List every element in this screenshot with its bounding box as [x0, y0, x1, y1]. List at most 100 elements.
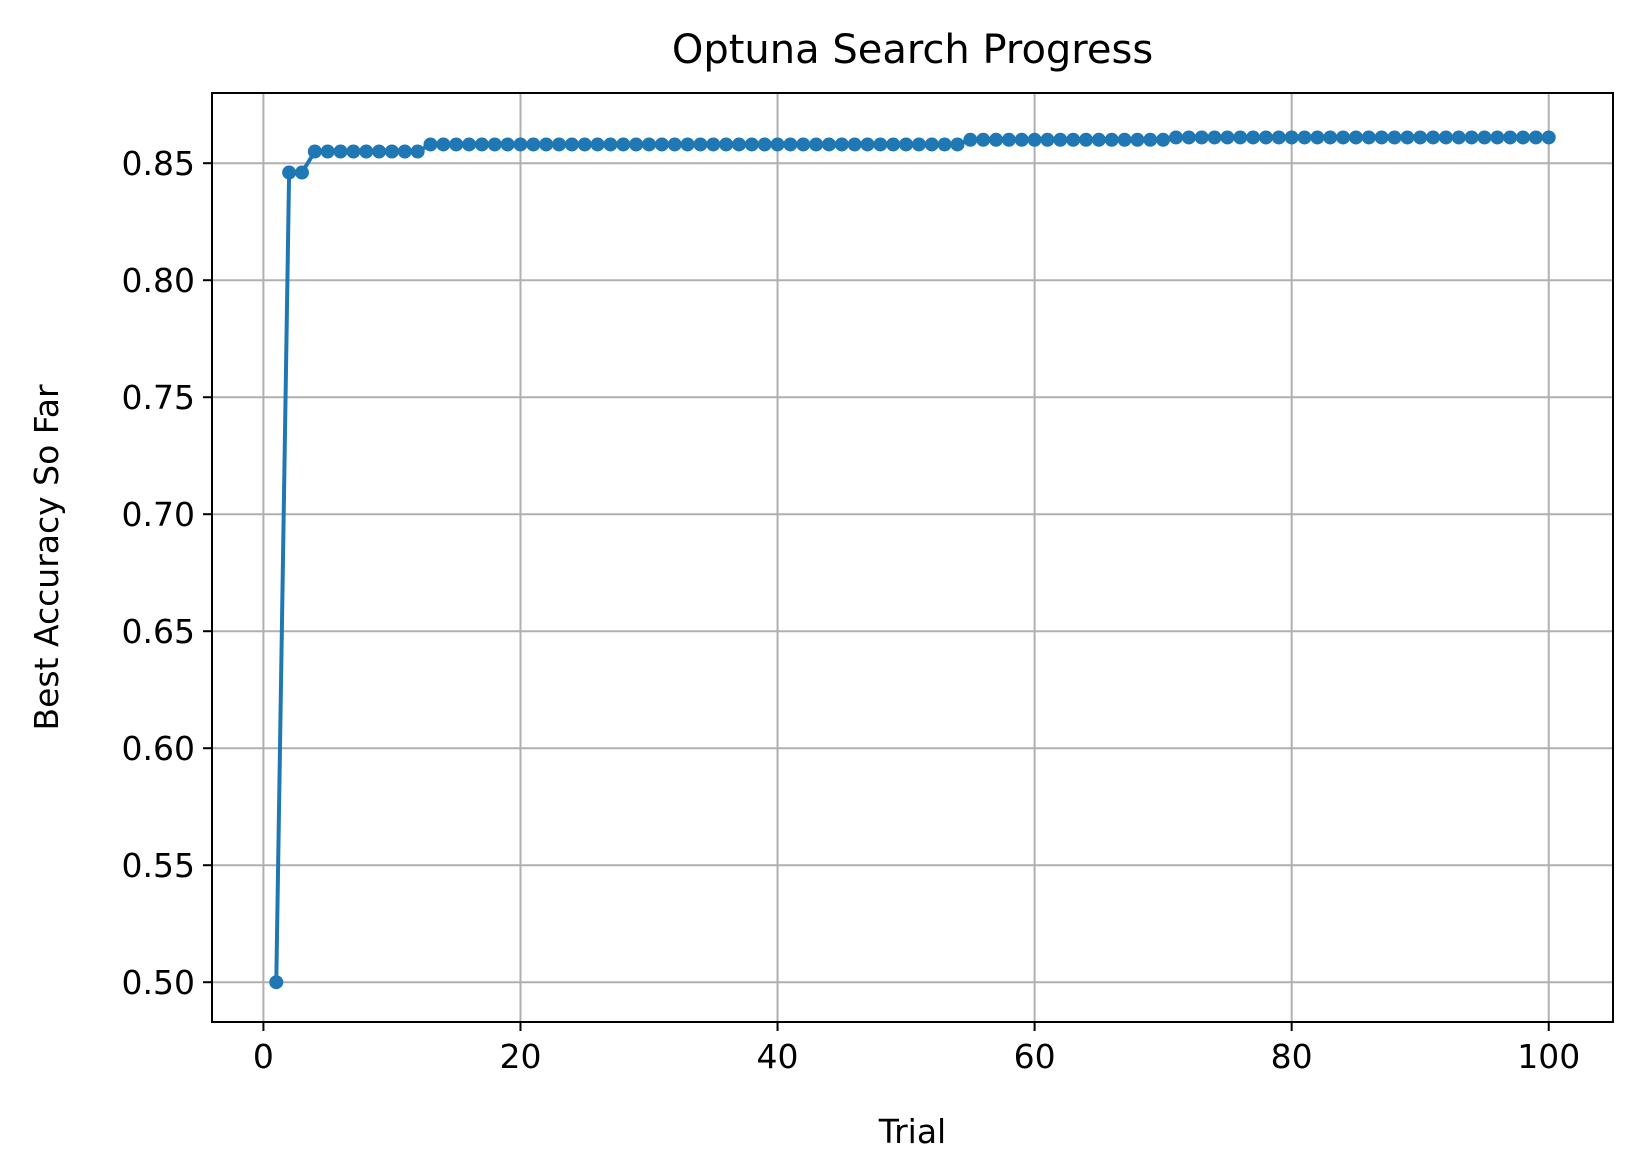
data-point: [1323, 130, 1338, 145]
data-point: [1528, 130, 1543, 145]
data-point: [899, 137, 914, 152]
data-point: [629, 137, 644, 152]
data-point: [667, 137, 682, 152]
data-point: [282, 165, 297, 180]
data-point: [680, 137, 695, 152]
data-point: [372, 144, 387, 159]
data-point: [1079, 132, 1094, 147]
data-point: [706, 137, 721, 152]
data-point: [1400, 130, 1415, 145]
y-tick-label: 0.65: [122, 612, 195, 651]
data-point: [359, 144, 374, 159]
data-point: [642, 137, 657, 152]
x-axis-label: Trial: [878, 1112, 946, 1151]
data-point: [809, 137, 824, 152]
data-point: [1284, 130, 1299, 145]
data-point: [911, 137, 926, 152]
data-point: [1053, 132, 1068, 147]
data-point: [616, 137, 631, 152]
y-tick-label: 0.50: [122, 963, 195, 1002]
data-point: [397, 144, 412, 159]
data-point: [1516, 130, 1531, 145]
y-tick-label: 0.55: [122, 846, 195, 885]
data-point: [1104, 132, 1119, 147]
data-point: [564, 137, 579, 152]
y-tick-label: 0.70: [122, 495, 195, 534]
data-point: [1156, 132, 1171, 147]
data-point: [1477, 130, 1492, 145]
data-point: [410, 144, 425, 159]
data-point: [770, 137, 785, 152]
chart-title: Optuna Search Progress: [672, 27, 1153, 73]
y-tick-label: 0.75: [122, 378, 195, 417]
data-point: [744, 137, 759, 152]
data-point: [1040, 132, 1055, 147]
data-point: [1310, 130, 1325, 145]
data-point: [1361, 130, 1376, 145]
data-point: [963, 132, 978, 147]
x-tick-label: 80: [1271, 1037, 1313, 1076]
data-point: [1130, 132, 1145, 147]
data-point: [1233, 130, 1248, 145]
data-point: [1336, 130, 1351, 145]
data-point: [950, 137, 965, 152]
data-point: [654, 137, 669, 152]
data-point: [320, 144, 335, 159]
data-point: [1464, 130, 1479, 145]
data-point: [1194, 130, 1209, 145]
data-point: [1027, 132, 1042, 147]
data-point: [1181, 130, 1196, 145]
data-point: [526, 137, 541, 152]
data-point: [1246, 130, 1261, 145]
data-point: [937, 137, 952, 152]
data-point: [1426, 130, 1441, 145]
data-point: [603, 137, 618, 152]
data-point: [783, 137, 798, 152]
data-point: [989, 132, 1004, 147]
data-point: [269, 975, 284, 990]
plot-frame: [211, 92, 1614, 1023]
data-point: [1271, 130, 1286, 145]
y-axis-label: Best Accuracy So Far: [27, 384, 66, 731]
data-point: [1387, 130, 1402, 145]
data-point: [693, 137, 708, 152]
data-point: [834, 137, 849, 152]
grid: [212, 93, 1613, 1022]
x-tick-label: 0: [253, 1037, 274, 1076]
y-tick-label: 0.85: [122, 144, 195, 183]
data-point: [1297, 130, 1312, 145]
data-point: [1207, 130, 1222, 145]
data-point: [1001, 132, 1016, 147]
data-point: [757, 137, 772, 152]
data-point: [423, 137, 438, 152]
data-point: [1490, 130, 1505, 145]
data-point: [731, 137, 746, 152]
data-point: [577, 137, 592, 152]
data-point: [462, 137, 477, 152]
data-point: [500, 137, 515, 152]
axis-ticks: 0 20 40 60 80 100 0.50 0.55 0.60 0.65 0.70 0.75 0.80…: [122, 144, 1581, 1076]
data-point: [487, 137, 502, 152]
series-layer: [269, 130, 1556, 990]
data-point: [474, 137, 489, 152]
data-point: [1117, 132, 1132, 147]
data-point: [886, 137, 901, 152]
data-point: [1168, 130, 1183, 145]
data-point: [346, 144, 361, 159]
data-point: [860, 137, 875, 152]
y-tick-label: 0.60: [122, 729, 195, 768]
data-point: [436, 137, 451, 152]
data-point: [1541, 130, 1556, 145]
data-point: [1438, 130, 1453, 145]
data-point: [1503, 130, 1518, 145]
x-tick-label: 20: [499, 1037, 541, 1076]
data-point: [1066, 132, 1081, 147]
data-point: [1014, 132, 1029, 147]
data-point: [873, 137, 888, 152]
data-point: [821, 137, 836, 152]
data-point: [1374, 130, 1389, 145]
data-point: [449, 137, 464, 152]
data-point: [590, 137, 605, 152]
